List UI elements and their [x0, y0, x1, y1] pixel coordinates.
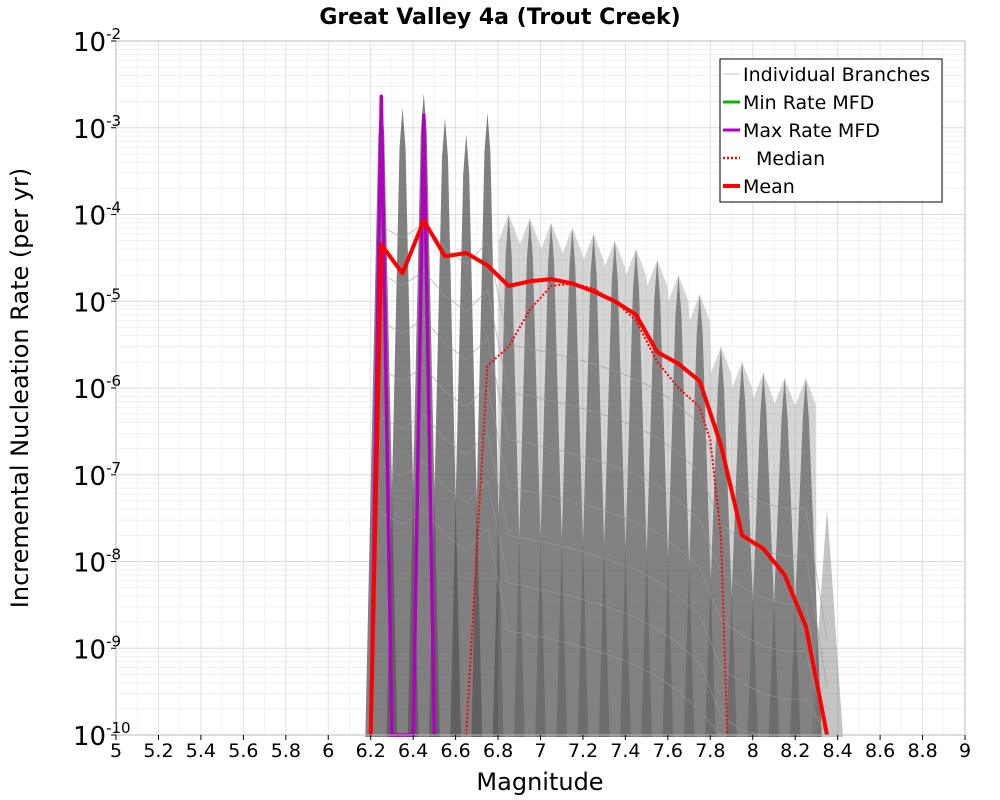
branch-line [381, 365, 828, 736]
x-axis-ticks: 5 5.2 5.4 5.6 5.8 6 6.2 6.4 6.6 6.8 7 7.2 7.4 7.6 7.8 8… [110, 735, 971, 762]
legend-label: Min Rate MFD [743, 92, 874, 114]
x-tick-label: 7.6 [653, 740, 683, 762]
legend-label: Median [756, 148, 825, 170]
branch-spike [789, 378, 822, 737]
branch-spike [577, 233, 610, 738]
branch-spike [556, 227, 589, 737]
branch-band [498, 214, 817, 737]
x-tick-label: 5.6 [228, 740, 258, 762]
branch-spike [747, 372, 780, 737]
x-tick-label: 7 [534, 740, 546, 762]
branch-line [381, 461, 828, 736]
x-tick-label: 5.2 [143, 740, 173, 762]
branch-spike [471, 112, 504, 738]
legend-label: Mean [743, 176, 795, 198]
x-tick-label: 6.4 [398, 740, 428, 762]
branch-line [381, 413, 828, 736]
x-tick-label: 5.4 [186, 740, 216, 762]
branch-line [381, 318, 828, 735]
y-axis-ticks: 10-2 10-3 10-4 10-5 10-6 10-7 10-8 10-9 10-10 [73, 25, 131, 752]
x-tick-label: 8.2 [780, 740, 810, 762]
chart-title: Great Valley 4a (Trout Creek) [319, 5, 680, 30]
x-tick-label: 8.4 [823, 740, 853, 762]
branch-spike [726, 361, 759, 737]
x-tick-label: 9 [959, 740, 971, 762]
branch-spike [811, 509, 844, 737]
x-tick-label: 7.4 [610, 740, 640, 762]
y-tick-label: 10-6 [73, 372, 121, 405]
branch-spike [620, 249, 653, 737]
y-tick-label: 10-8 [73, 546, 121, 579]
branch-spike [662, 275, 695, 737]
x-tick-label: 6.6 [440, 740, 470, 762]
x-tick-label: 6 [322, 740, 334, 762]
branch-spike [428, 117, 461, 737]
y-tick-label: 10-7 [73, 459, 121, 492]
legend-label: Individual Branches [743, 64, 930, 86]
legend: Individual Branches Min Rate MFD Max Rate … [719, 58, 943, 203]
y-axis-label: Incremental Nucleation Rate (per yr) [6, 168, 34, 608]
branch-spike [386, 107, 419, 738]
branch-spike [704, 346, 737, 737]
x-tick-label: 8.6 [865, 740, 895, 762]
branch-spike [768, 378, 801, 737]
branch-line [381, 270, 828, 688]
branch-spike [535, 222, 568, 738]
x-tick-label: 8.8 [907, 740, 937, 762]
x-tick-label: 6.8 [483, 740, 513, 762]
branch-spike [641, 259, 674, 737]
y-tick-label: 10-10 [73, 719, 131, 752]
x-tick-label: 6.2 [356, 740, 386, 762]
x-tick-label: 8 [747, 740, 759, 762]
branch-spike [492, 214, 525, 737]
legend-label: Max Rate MFD [743, 120, 880, 142]
branch-spike [683, 294, 716, 737]
x-tick-label: 7.8 [695, 740, 725, 762]
y-tick-label: 10-2 [73, 25, 121, 58]
x-tick-label: 5.8 [271, 740, 301, 762]
legend-box [719, 58, 943, 203]
branch-spike [598, 240, 631, 737]
branch-line [381, 461, 828, 736]
y-tick-label: 10-5 [73, 285, 121, 318]
branch-line [381, 365, 828, 736]
y-tick-label: 10-4 [73, 199, 121, 232]
x-axis-label: Magnitude [476, 768, 603, 796]
x-tick-label: 7.2 [568, 740, 598, 762]
y-tick-label: 10-9 [73, 632, 121, 665]
branch-line [381, 270, 828, 688]
branch-spike [513, 218, 546, 737]
x-tick-label: 5 [110, 740, 122, 762]
mean-line [368, 218, 829, 736]
branch-line [381, 318, 828, 735]
branch-line [381, 413, 828, 736]
y-tick-label: 10-3 [73, 112, 121, 145]
